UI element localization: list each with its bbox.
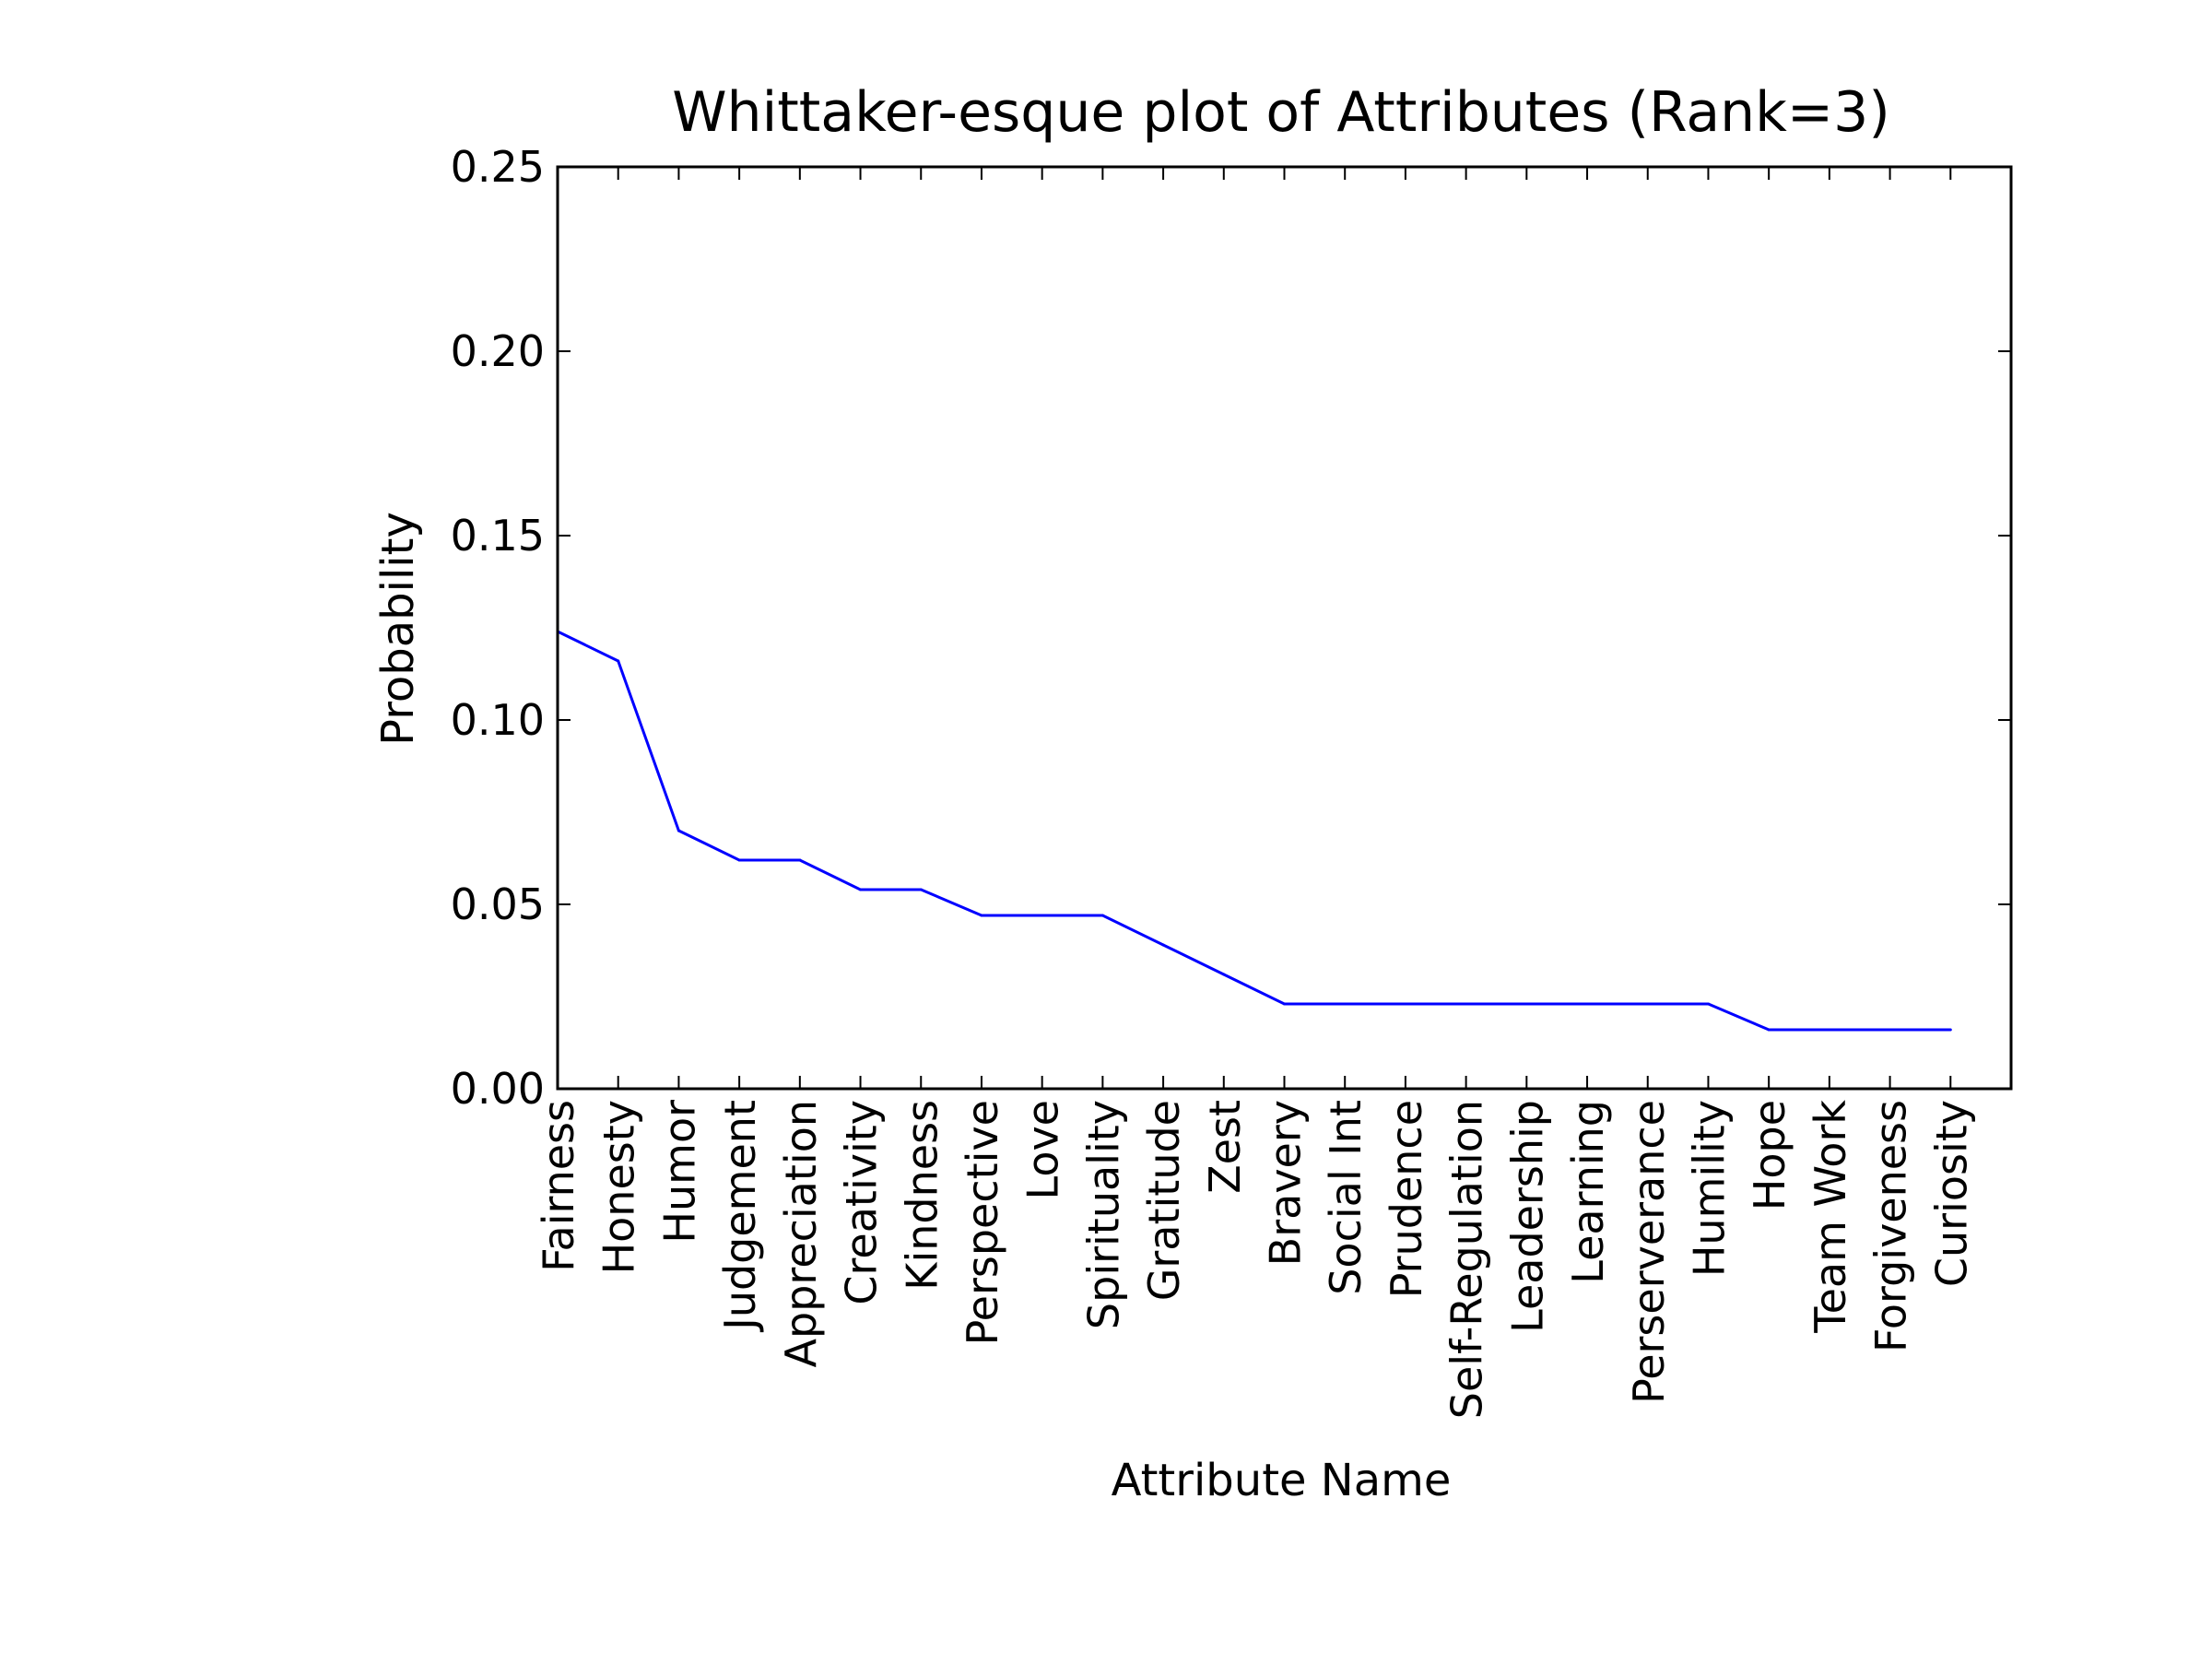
x-tick-label: Curiosity [1926,1100,1976,1287]
data-point [617,659,620,663]
data-point [1404,1002,1407,1006]
data-point [1646,1002,1650,1006]
data-point [1161,943,1165,947]
data-point [1465,1002,1468,1006]
series-layer [556,630,1952,1032]
x-tick-label: Team Work [1806,1100,1855,1334]
data-point [919,888,923,891]
y-tick-label: 0.00 [451,1064,545,1114]
data-point [1524,1002,1528,1006]
x-tick-label: Learning [1563,1100,1613,1284]
x-tick-label: Self-Regulation [1442,1100,1492,1419]
x-tick-label: Love [1018,1100,1068,1200]
x-tick-label: Humor [654,1100,704,1244]
plot-area-frame [556,165,2013,1091]
x-tick-label: Social Int [1321,1100,1371,1295]
x-tick-label: Honesty [594,1100,644,1274]
data-point [859,888,863,891]
y-tick-label: 0.05 [451,879,545,929]
x-tick-label: Perserverance [1624,1100,1674,1404]
data-point [980,914,983,917]
y-axis-label: Probability [372,512,424,746]
data-point [1343,1002,1347,1006]
x-tick-label: Appreciation [776,1100,826,1367]
x-tick-label: Humility [1684,1100,1734,1277]
data-point [1585,1002,1589,1006]
series-line [557,630,1951,1032]
data-point [1100,914,1104,917]
data-point [1767,1028,1771,1032]
x-tick-label: Gratitude [1139,1100,1189,1301]
x-tick-label: Leadership [1502,1100,1552,1333]
y-tick-label: 0.25 [451,142,545,192]
x-tick-label: Perspective [958,1100,1007,1345]
data-point [1828,1028,1831,1032]
data-point [677,829,680,832]
y-tick-label: 0.10 [451,695,545,745]
data-point [1041,914,1044,917]
y-tick-label: 0.20 [451,326,545,376]
data-point [1888,1028,1892,1032]
data-point [1283,1002,1286,1006]
x-tick-label: Spirituality [1078,1100,1128,1329]
data-point [798,858,802,862]
y-tick-label: 0.15 [451,511,545,561]
data-point [1222,973,1226,976]
x-tick-label: Forgiveness [1866,1100,1916,1352]
x-axis-label: Attribute Name [1112,1455,1452,1506]
x-tick-label: Zest [1200,1100,1250,1194]
chart-title: Whittaker-esque plot of Attributes (Rank… [672,80,1890,145]
x-tick-label: Bravery [1261,1100,1311,1266]
data-point [737,858,741,862]
x-tick-label: Hope [1745,1100,1794,1210]
data-point [1706,1002,1710,1006]
data-point [1948,1028,1952,1032]
x-tick-label: Fairness [534,1100,583,1272]
x-tick-label: Judgement [715,1100,765,1333]
x-tick-label: Kindness [897,1100,947,1291]
x-tick-label: Creativity [837,1100,887,1305]
x-tick-label: Prudence [1382,1100,1431,1298]
